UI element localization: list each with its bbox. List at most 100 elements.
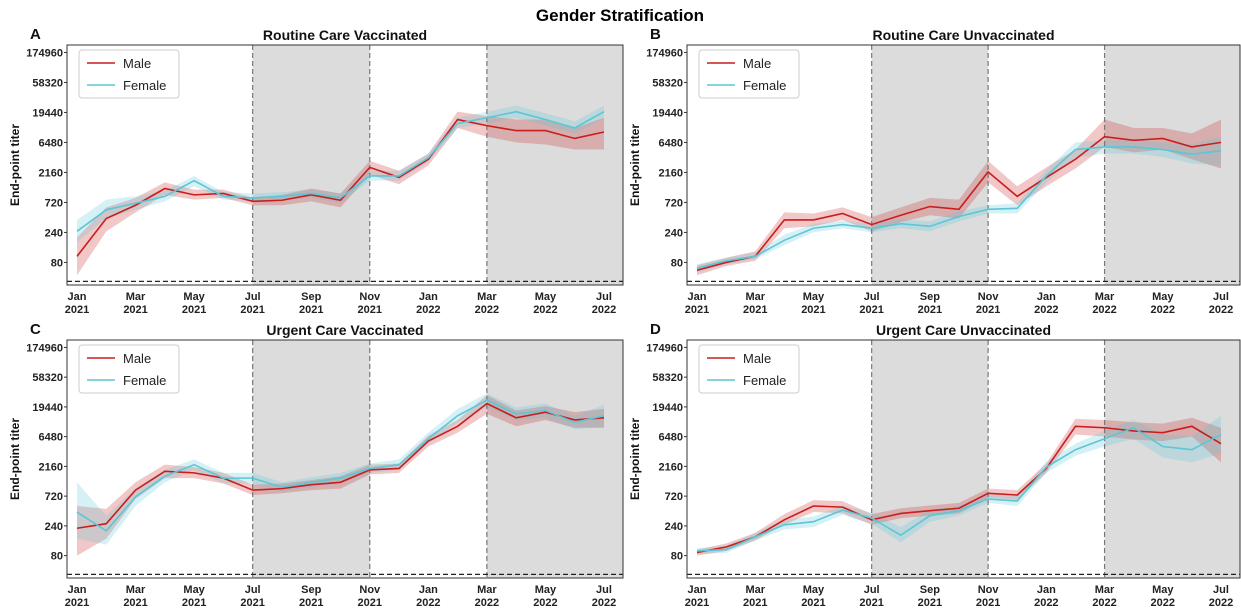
panel-label: C <box>30 321 41 338</box>
confidence-band <box>77 395 604 556</box>
legend-box <box>698 49 800 99</box>
figure-title: Gender Stratification <box>536 6 704 25</box>
x-tick-label-line: Mar <box>126 291 146 303</box>
x-tick-label: Jan 2022 <box>416 584 440 609</box>
x-tick-label-line: Jan <box>1037 584 1056 596</box>
x-tick-label: Mar 2021 <box>743 584 767 609</box>
x-tick-label-line: Jul <box>864 291 880 303</box>
panel-label: D <box>650 321 661 338</box>
x-tick-label-line: Jul <box>596 584 612 596</box>
series-line <box>696 425 1222 554</box>
plot-frame <box>66 44 624 286</box>
x-tick-label: Sep 2021 <box>299 584 323 609</box>
legend-label: Male <box>743 56 771 71</box>
x-tick-label-line: 2022 <box>533 597 557 609</box>
x-tick-label-line: May <box>1152 291 1174 303</box>
x-tick-label-line: Mar <box>477 584 497 596</box>
x-tick-label-line: 2022 <box>1092 597 1116 609</box>
x-tick-label-line: 2021 <box>65 597 89 609</box>
x-tick-label-line: Nov <box>978 291 1000 303</box>
x-tick-label-line: 2022 <box>1151 304 1175 316</box>
series-line <box>696 135 1222 272</box>
x-tick-label-line: May <box>183 584 205 596</box>
y-tick-label: 720 <box>45 197 63 209</box>
x-tick-label: May 2021 <box>801 584 825 609</box>
x-tick-label: Mar 2022 <box>1092 584 1116 609</box>
y-tick-label: 174960 <box>26 47 63 59</box>
y-tick-label: 19440 <box>32 107 63 119</box>
y-tick-label: 174960 <box>26 342 63 354</box>
series-line <box>696 426 1222 552</box>
y-tick-label: 174960 <box>646 342 683 354</box>
x-tick-label-line: Jan <box>1037 291 1056 303</box>
x-tick-label-line: 2021 <box>123 304 147 316</box>
x-tick-label-line: Mar <box>477 291 497 303</box>
x-tick-label: Jan 2021 <box>65 584 89 609</box>
series-line <box>76 110 605 232</box>
y-tick-label: 720 <box>665 197 683 209</box>
x-tick-label: Mar 2022 <box>475 584 499 609</box>
x-tick-label: Jul 2021 <box>859 291 883 316</box>
legend-box <box>698 344 800 394</box>
legend-label: Female <box>743 373 786 388</box>
x-tick-label: May 2021 <box>182 291 206 316</box>
y-tick-label: 6480 <box>659 137 683 149</box>
x-tick-label-line: May <box>183 291 205 303</box>
y-tick-label: 80 <box>51 257 63 269</box>
x-tick-label-line: Nov <box>978 584 1000 596</box>
confidence-band <box>77 111 604 276</box>
x-tick-label-line: Jan <box>688 291 707 303</box>
shaded-period <box>252 340 370 578</box>
x-tick-label-line: Jul <box>1213 291 1229 303</box>
x-tick-label-line: Nov <box>359 291 381 303</box>
legend-label: Female <box>743 78 786 93</box>
plot-frame <box>686 339 1241 579</box>
x-tick-label-line: Mar <box>126 584 146 596</box>
x-tick-label-line: May <box>803 584 825 596</box>
plot-frame <box>686 44 1241 286</box>
x-tick-label-line: Jul <box>245 291 261 303</box>
x-tick-label-line: 2022 <box>533 304 557 316</box>
x-tick-label-line: 2021 <box>685 304 709 316</box>
y-tick-label: 240 <box>45 227 63 239</box>
confidence-band <box>77 105 604 242</box>
x-tick-label-line: Sep <box>920 584 940 596</box>
x-tick-label-line: 2021 <box>182 597 206 609</box>
shaded-period <box>1104 45 1240 285</box>
x-tick-label-line: Jan <box>419 584 438 596</box>
x-tick-label: Sep 2021 <box>918 584 942 609</box>
confidence-band <box>697 119 1221 276</box>
x-tick-label-line: Mar <box>1095 584 1115 596</box>
x-tick-label-line: Sep <box>301 584 321 596</box>
x-tick-label-line: 2021 <box>299 597 323 609</box>
x-tick-label-line: 2021 <box>801 304 825 316</box>
x-tick-label-line: 2021 <box>182 304 206 316</box>
x-tick-label: Nov 2021 <box>976 291 1000 316</box>
y-tick-label: 19440 <box>652 402 683 414</box>
x-tick-label: Sep 2021 <box>918 291 942 316</box>
y-tick-label: 6480 <box>659 432 683 444</box>
panel-title: Urgent Care Unvaccinated <box>876 322 1051 338</box>
x-tick-label-line: 2021 <box>918 597 942 609</box>
panel-title: Routine Care Unvaccinated <box>872 27 1054 43</box>
x-tick-label-line: 2021 <box>918 304 942 316</box>
y-tick-label: 58320 <box>652 77 683 89</box>
legend-label: Female <box>123 78 166 93</box>
legend-label: Male <box>123 56 151 71</box>
x-tick-label-line: Mar <box>1095 291 1115 303</box>
panel-title: Routine Care Vaccinated <box>263 27 427 43</box>
x-tick-label: Jan 2021 <box>685 291 709 316</box>
panel-title: Urgent Care Vaccinated <box>266 322 423 338</box>
x-tick-label-line: Mar <box>745 584 765 596</box>
x-tick-label: Jan 2022 <box>1034 584 1058 609</box>
y-tick-label: 2160 <box>39 461 63 473</box>
series-line <box>76 118 605 257</box>
y-tick-label: 240 <box>665 227 683 239</box>
y-tick-label: 174960 <box>646 47 683 59</box>
y-axis-label: End-point titer <box>8 124 22 206</box>
x-tick-label-line: 2022 <box>1209 304 1233 316</box>
x-tick-label: Nov 2021 <box>976 584 1000 609</box>
